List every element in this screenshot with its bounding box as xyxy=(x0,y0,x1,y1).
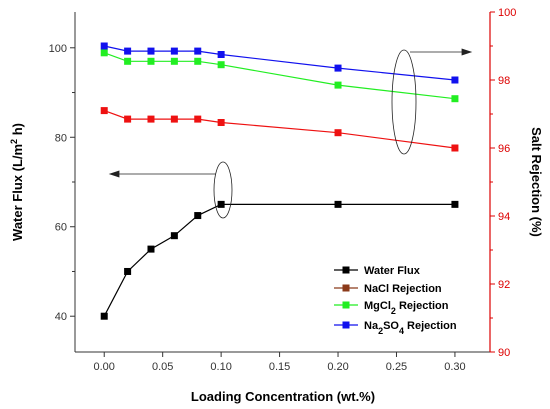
y-right-tick-label: 96 xyxy=(498,143,510,155)
x-tick-label: 0.20 xyxy=(327,361,348,373)
series-0-point xyxy=(217,200,225,208)
legend-marker-water-flux xyxy=(342,266,350,274)
x-tick-label: 0.10 xyxy=(210,361,231,373)
series-1-point xyxy=(170,115,178,123)
y-left-tick-label: 40 xyxy=(55,311,67,323)
y-right-tick-label: 100 xyxy=(498,7,516,19)
series-line-2 xyxy=(104,52,455,100)
series-0-point xyxy=(100,312,108,320)
series-line-1 xyxy=(104,110,456,149)
series-3-point xyxy=(334,64,342,72)
series-3-point xyxy=(100,42,108,50)
series-0-point xyxy=(451,200,459,208)
series-3-point xyxy=(170,47,178,55)
series-2-point xyxy=(451,95,459,103)
legend-label-water-flux: Water Flux xyxy=(364,265,421,277)
series-1-point xyxy=(100,107,108,115)
series-group xyxy=(100,42,459,320)
series-0-point xyxy=(194,212,202,220)
series-2-point xyxy=(124,57,132,65)
legend-marker-mgcl2 xyxy=(342,301,350,309)
legend-marker-nacl xyxy=(342,284,350,292)
y-right-tick-label: 92 xyxy=(498,279,510,291)
x-tick-label: 0.15 xyxy=(269,361,290,373)
series-0-point xyxy=(334,200,342,208)
right-axis-title: Salt Rejection (%) xyxy=(529,127,544,237)
series-1-point xyxy=(194,115,202,123)
series-3-point xyxy=(124,47,132,55)
series-0-point xyxy=(147,245,155,253)
x-tick-label: 0.05 xyxy=(152,361,173,373)
rejection-arrow-head xyxy=(461,48,473,56)
y-left-tick-label: 100 xyxy=(49,43,67,55)
series-2-point xyxy=(100,49,108,57)
ticks-group: 0.00 0.05 0.10 0.15 0.20 0.25 0.30 40 60 80 100 90 9… xyxy=(49,7,517,373)
y-left-tick-label: 80 xyxy=(55,132,67,144)
legend: Water Flux NaCl Rejection MgCl2 Rejectio… xyxy=(334,265,457,336)
series-0-point xyxy=(124,267,132,275)
series-2-point xyxy=(334,81,342,89)
series-1-point xyxy=(217,119,225,126)
annotations xyxy=(108,48,473,219)
legend-marker-na2so4 xyxy=(342,321,350,329)
flux-arrow-head xyxy=(108,170,120,178)
series-3-point xyxy=(451,76,459,84)
series-line-0 xyxy=(103,203,455,317)
series-1-point xyxy=(334,129,342,137)
x-axis-title: Loading Concentration (wt.%) xyxy=(191,389,375,404)
series-2-point xyxy=(170,57,178,65)
y-right-tick-label: 94 xyxy=(498,211,510,223)
series-1-point xyxy=(124,115,132,123)
y-left-tick-label: 60 xyxy=(55,222,67,234)
legend-label-na2so4: Na2SO4 Rejection xyxy=(364,320,457,336)
series-2-point xyxy=(194,57,202,65)
legend-label-mgcl2: MgCl2 Rejection xyxy=(364,300,449,316)
y-right-tick-label: 98 xyxy=(498,75,510,87)
series-1-point xyxy=(147,115,155,123)
series-3-point xyxy=(217,51,225,58)
series-3-point xyxy=(147,47,155,55)
x-tick-label: 0.30 xyxy=(444,361,465,373)
series-3-point xyxy=(194,47,202,55)
series-1-point xyxy=(451,144,459,152)
left-axis-title: Water Flux (L/m2 h) xyxy=(9,123,25,241)
y-right-tick-label: 90 xyxy=(498,347,510,359)
x-tick-label: 0.00 xyxy=(94,361,115,373)
flux-ellipse xyxy=(213,161,233,219)
series-line-3 xyxy=(104,45,455,81)
series-0-point xyxy=(170,232,178,240)
series-2-point xyxy=(217,61,225,69)
legend-label-nacl: NaCl Rejection xyxy=(364,283,442,295)
x-tick-label: 0.25 xyxy=(386,361,407,373)
rejection-ellipse xyxy=(391,49,417,155)
series-2-point xyxy=(147,57,155,65)
